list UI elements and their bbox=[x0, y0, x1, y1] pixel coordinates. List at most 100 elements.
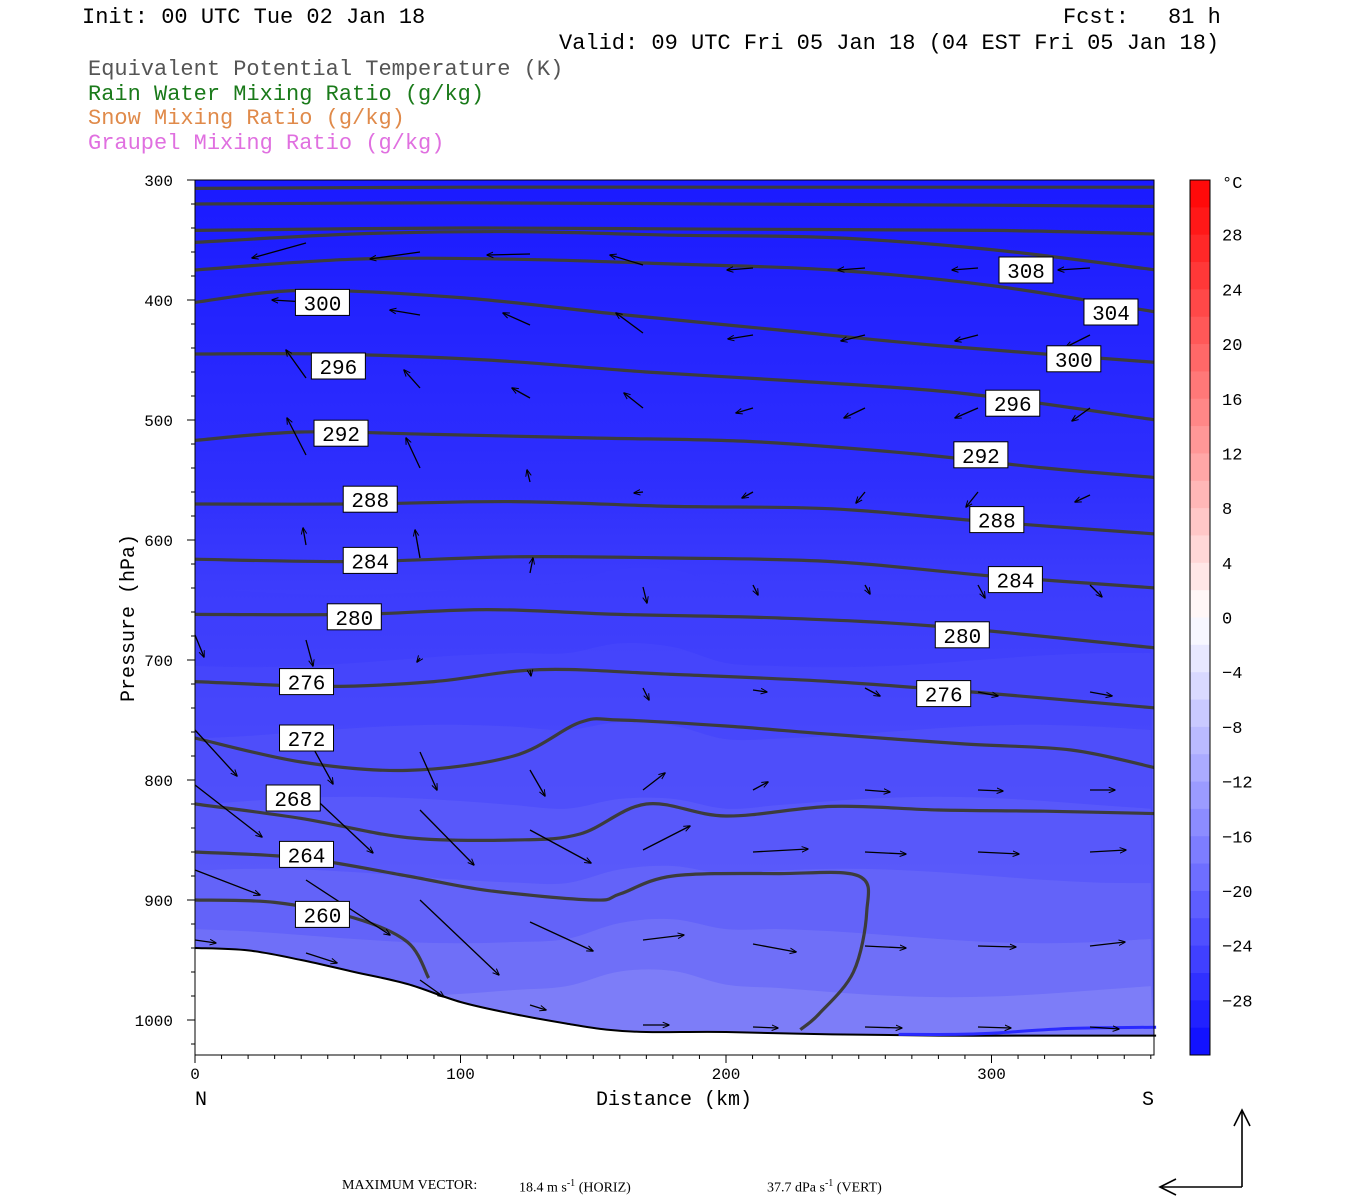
wind-vector bbox=[864, 852, 906, 854]
wind-vector bbox=[419, 809, 474, 865]
contour-label: 264 bbox=[288, 846, 326, 869]
wind-vector bbox=[406, 438, 421, 469]
wind-vector bbox=[642, 826, 690, 851]
wind-vector bbox=[634, 492, 644, 493]
wind-vector bbox=[503, 313, 531, 326]
wind-vector bbox=[529, 1004, 546, 1010]
wind-vector bbox=[529, 769, 545, 796]
colorbar-segment bbox=[1190, 836, 1210, 865]
wind-vector bbox=[370, 251, 421, 259]
x-tick-label: 0 bbox=[190, 1066, 200, 1084]
wind-vector bbox=[728, 334, 754, 339]
wind-vector bbox=[856, 491, 866, 503]
wind-vector bbox=[864, 790, 890, 792]
colorbar-tick-label: −12 bbox=[1222, 775, 1253, 794]
wind-vector bbox=[955, 407, 979, 418]
wind-vector bbox=[529, 921, 593, 951]
contour-label-box bbox=[987, 566, 1043, 594]
contour-label-box bbox=[279, 840, 335, 868]
colorbar-segment bbox=[1190, 234, 1210, 263]
colorbar-tick-label: −4 bbox=[1222, 665, 1242, 684]
wind-vector bbox=[415, 530, 421, 559]
legend-graupel: Graupel Mixing Ratio (g/kg) bbox=[88, 131, 445, 156]
contour-label: 292 bbox=[322, 425, 360, 448]
wind-vector bbox=[512, 388, 531, 399]
wind-vector bbox=[404, 370, 421, 389]
wind-vector bbox=[977, 790, 1003, 791]
colorbar-tick-label: −16 bbox=[1222, 829, 1253, 848]
x-tick-label: 300 bbox=[977, 1066, 1006, 1084]
colorbar-segment bbox=[1190, 480, 1210, 509]
y-axis-label: Pressure (hPa) bbox=[118, 534, 141, 702]
colorbar-segment bbox=[1190, 562, 1210, 591]
wind-vector bbox=[194, 869, 260, 895]
theta-e-contour-272 bbox=[195, 717, 1154, 773]
colorbar-segment bbox=[1190, 1027, 1210, 1056]
colorbar-segment bbox=[1190, 754, 1210, 783]
wind-vector bbox=[419, 979, 444, 997]
colorbar-tick-label: −28 bbox=[1222, 993, 1253, 1012]
theta-e-contour-312 bbox=[195, 226, 1154, 236]
wind-vector bbox=[742, 491, 754, 498]
theta-e-contour-308 bbox=[195, 229, 1154, 272]
wind-vector bbox=[305, 952, 337, 963]
contour-label-box bbox=[1083, 298, 1139, 326]
colorbar-segment bbox=[1190, 617, 1210, 646]
y-tick-label: 300 bbox=[144, 173, 173, 191]
wind-vector bbox=[865, 584, 870, 594]
contour-label: 284 bbox=[351, 552, 389, 575]
wind-vector bbox=[977, 946, 1016, 947]
y-tick-label: 600 bbox=[144, 533, 173, 551]
x-tick-label: 100 bbox=[446, 1066, 475, 1084]
contour-label-box bbox=[953, 441, 1009, 469]
contour-label: 276 bbox=[925, 686, 963, 709]
contour-label: 304 bbox=[1092, 304, 1130, 327]
contour-label: 280 bbox=[335, 609, 373, 632]
colorbar-tick-label: −8 bbox=[1222, 720, 1242, 739]
colorbar-segment bbox=[1190, 672, 1210, 701]
wind-vector bbox=[952, 268, 979, 270]
max-horizontal-exponent: -1 bbox=[566, 1178, 576, 1189]
theta-e-contour-264 bbox=[195, 850, 871, 1031]
colorbar-segment bbox=[1190, 289, 1210, 318]
wind-vector bbox=[419, 899, 499, 975]
contour-label: 296 bbox=[994, 395, 1032, 418]
wind-vector bbox=[194, 729, 237, 776]
wind-vector bbox=[530, 558, 533, 574]
wind-vector bbox=[977, 852, 1019, 854]
wind-vector bbox=[752, 690, 767, 692]
colorbar-segment bbox=[1190, 508, 1210, 536]
wind-vector bbox=[752, 943, 796, 952]
wind-vector bbox=[527, 470, 530, 483]
wind-vector bbox=[752, 849, 808, 853]
colorbar-segment bbox=[1190, 398, 1210, 427]
y-tick-label: 900 bbox=[144, 893, 173, 911]
colorbar: 28 24 20 16 12 8 4 0 −4 −8 −12 −16 −20 −24 −28 bbox=[1189, 179, 1253, 1056]
wind-vector bbox=[1089, 1027, 1119, 1029]
contour-label-box bbox=[294, 900, 350, 928]
colorbar-segment bbox=[1190, 207, 1210, 236]
max-vertical-tag: (VERT) bbox=[836, 1180, 882, 1196]
wind-vector bbox=[194, 940, 216, 943]
contour-label-box bbox=[342, 485, 398, 513]
wind-vector bbox=[752, 1027, 778, 1028]
x-axis-left-label: N bbox=[195, 1089, 207, 1112]
wind-vector bbox=[642, 687, 649, 700]
wind-vector bbox=[1072, 407, 1091, 421]
wind-vector bbox=[616, 313, 644, 334]
wind-vector bbox=[417, 658, 420, 662]
colorbar-tick-label: 12 bbox=[1222, 446, 1242, 465]
contour-label: 296 bbox=[319, 358, 357, 381]
theta-e-contour-320 bbox=[195, 185, 1154, 190]
colorbar-segment bbox=[1190, 590, 1210, 618]
colorbar-tick-label: −20 bbox=[1222, 884, 1253, 903]
max-vertical-value: 37.7 dPa s bbox=[767, 1180, 825, 1196]
colorbar-segment bbox=[1190, 1000, 1210, 1029]
wind-vector bbox=[841, 334, 866, 341]
colorbar-segment bbox=[1190, 726, 1210, 755]
theta-e-contour-260 bbox=[195, 898, 431, 979]
wind-vector bbox=[864, 946, 906, 948]
wind-vector bbox=[844, 407, 866, 418]
wind-vector bbox=[252, 242, 307, 258]
theta-e-contour-316 bbox=[195, 201, 1154, 208]
